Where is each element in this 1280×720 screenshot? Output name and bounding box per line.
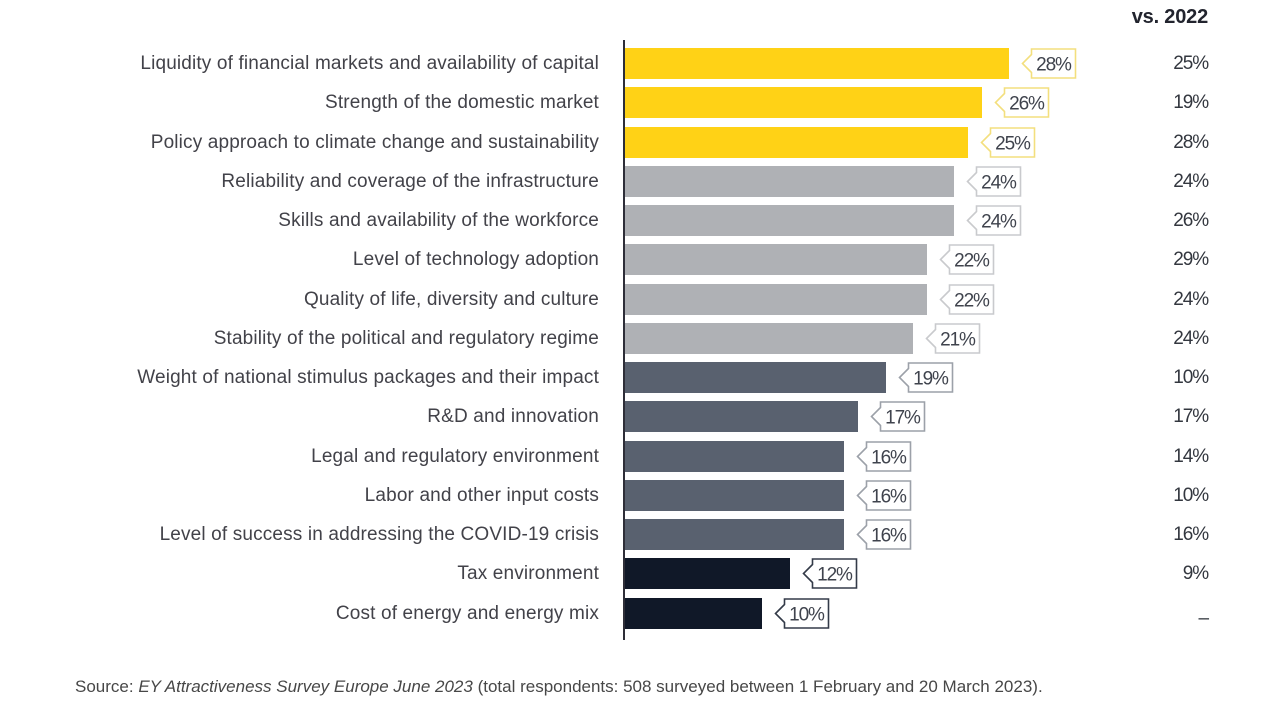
- svg-text:22%: 22%: [954, 250, 990, 271]
- svg-text:16%: 16%: [872, 486, 908, 507]
- svg-text:19%: 19%: [913, 368, 949, 389]
- svg-text:16%: 16%: [872, 447, 908, 468]
- svg-text:21%: 21%: [940, 329, 976, 350]
- svg-text:16%: 16%: [872, 525, 908, 546]
- svg-text:22%: 22%: [954, 290, 990, 311]
- svg-text:26%: 26%: [1009, 93, 1045, 114]
- svg-text:10%: 10%: [789, 604, 825, 625]
- svg-text:24%: 24%: [981, 172, 1017, 193]
- svg-text:12%: 12%: [817, 564, 853, 585]
- svg-text:28%: 28%: [1036, 54, 1072, 75]
- svg-text:17%: 17%: [885, 407, 921, 428]
- svg-text:25%: 25%: [995, 133, 1031, 154]
- svg-text:24%: 24%: [981, 211, 1017, 232]
